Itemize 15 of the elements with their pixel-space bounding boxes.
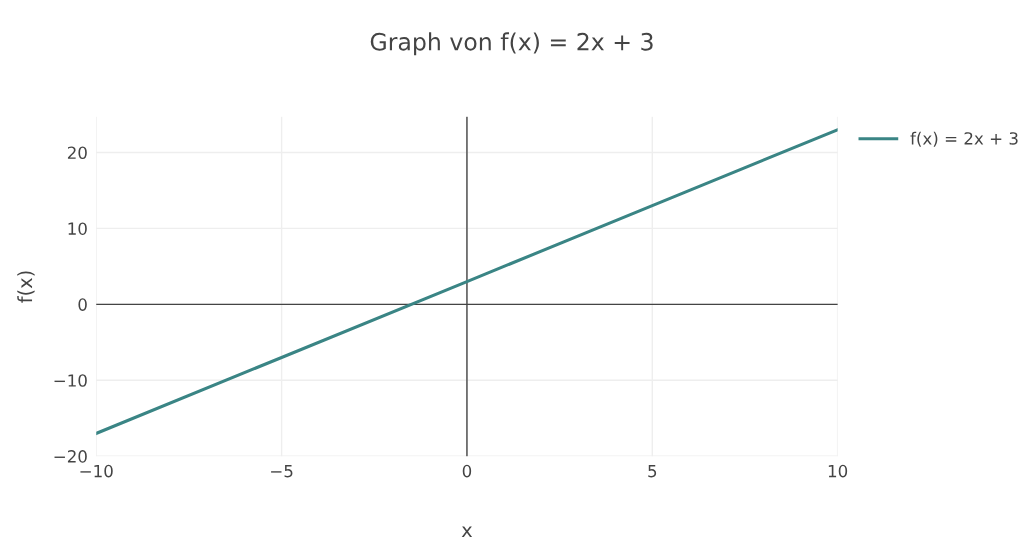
x-tick-label: −5 (271, 464, 293, 478)
y-axis-title: f(x) (17, 271, 35, 303)
y-tick-label: −20 (54, 450, 87, 463)
line-series (96, 128, 838, 435)
x-tick-label: −10 (80, 464, 113, 478)
y-tick-label: 10 (68, 222, 87, 235)
x-tick-label: 5 (648, 464, 657, 478)
chart-title: Graph von f(x) = 2x + 3 (370, 32, 653, 56)
legend-label: f(x) = 2x + 3 (910, 131, 1018, 147)
x-tick-label: 0 (462, 464, 472, 478)
y-tick-label: 20 (67, 146, 87, 160)
y-tick-label: 0 (78, 298, 87, 311)
x-axis-title: x (461, 526, 473, 538)
x-tick-label: 10 (828, 464, 848, 478)
y-tick-label: −10 (54, 374, 87, 387)
